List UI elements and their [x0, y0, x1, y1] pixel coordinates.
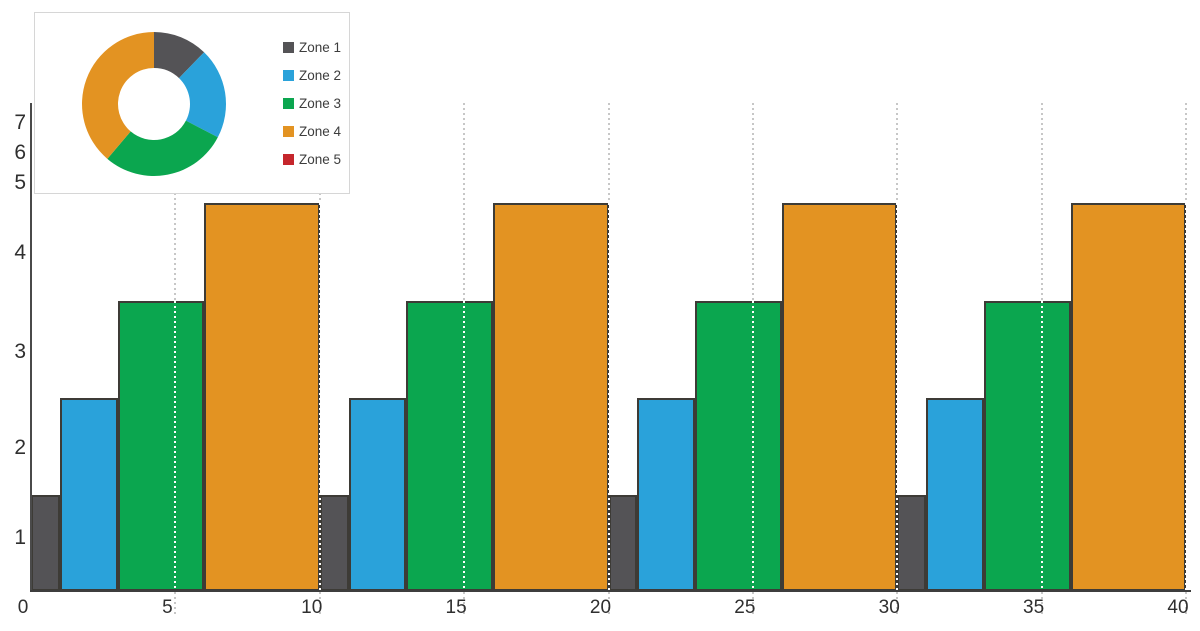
grid-line-below-axis — [174, 592, 177, 616]
grid-line-over-bar — [1040, 301, 1043, 591]
grid-line — [463, 103, 466, 301]
y-tick-label: 3 — [14, 340, 26, 363]
x-tick-label: 15 — [445, 597, 467, 618]
x-tick-label: 40 — [1167, 597, 1189, 618]
grid-line-below-axis — [751, 592, 754, 616]
donut-slice-zone-3 — [107, 120, 218, 176]
y-tick-label: 6 — [14, 141, 26, 164]
bar-zone-2 — [59, 398, 118, 591]
legend-item: Zone 1 — [283, 33, 341, 61]
legend-swatch-zone-4 — [283, 125, 294, 137]
grid-line-below-axis — [896, 592, 899, 616]
bar-zone-1 — [31, 495, 60, 591]
donut-slice-zone-1 — [154, 32, 205, 79]
bar-zone-1 — [608, 495, 638, 591]
grid-line — [1185, 103, 1187, 203]
x-tick-label: 0 — [17, 597, 29, 618]
y-tick-label: 1 — [14, 526, 26, 549]
bar-zone-1 — [319, 495, 349, 591]
grid-line — [751, 103, 754, 301]
y-tick-label: 5 — [14, 171, 26, 194]
legend-item: Zone 2 — [283, 61, 341, 89]
bar-zone-2 — [926, 398, 984, 591]
legend-label: Zone 2 — [299, 67, 342, 83]
x-tick-label: 30 — [878, 597, 900, 618]
grid-line-over-bar — [318, 203, 321, 591]
grid-line-below-axis — [607, 592, 610, 616]
grid-line-over-bar — [896, 203, 899, 591]
bar-zone-1 — [897, 495, 927, 591]
y-tick-label: 7 — [14, 111, 26, 134]
legend-label: Zone 1 — [299, 39, 342, 55]
legend-label: Zone 4 — [299, 123, 342, 139]
legend-swatch-zone-3 — [283, 97, 294, 109]
bar-zone-4 — [1070, 203, 1186, 591]
x-tick-label: 20 — [589, 597, 612, 618]
legend-item: Zone 5 — [283, 145, 341, 173]
legend: Zone 1 Zone 2 Zone 3 Zone 4 Zone 5 — [283, 33, 341, 173]
x-axis-line — [30, 590, 1191, 592]
legend-item: Zone 4 — [283, 117, 341, 145]
x-tick-label: 25 — [734, 597, 756, 618]
grid-line-below-axis — [1040, 592, 1043, 616]
grid-line-over-bar — [607, 203, 610, 591]
y-tick-label: 4 — [14, 241, 26, 264]
grid-line-below-axis — [463, 592, 466, 616]
legend-swatch-zone-1 — [283, 41, 294, 53]
bar-zone-3 — [983, 301, 1071, 591]
grid-line-over-bar — [174, 301, 177, 591]
bar-zone-4 — [781, 203, 898, 591]
grid-line — [607, 103, 610, 203]
legend-label: Zone 5 — [299, 151, 342, 167]
donut-slice-zone-4 — [82, 32, 154, 159]
grid-line-below-axis — [1185, 592, 1187, 616]
grid-line — [1040, 103, 1043, 301]
x-tick-label: 35 — [1023, 597, 1045, 618]
grid-line — [896, 103, 899, 203]
grid-line-below-axis — [318, 592, 321, 616]
bar-zone-3 — [406, 301, 493, 591]
grid-line-over-bar — [751, 301, 754, 591]
bar-zone-3 — [695, 301, 782, 591]
legend-swatch-zone-5 — [283, 153, 294, 165]
grid-line-over-bar — [463, 301, 466, 591]
legend-inset-box: Zone 1 Zone 2 Zone 3 Zone 4 Zone 5 — [34, 12, 350, 194]
bar-zone-2 — [348, 398, 407, 591]
y-axis-line — [30, 103, 32, 591]
bar-zone-3 — [117, 301, 205, 591]
y-tick-label: 2 — [14, 436, 26, 459]
legend-label: Zone 3 — [299, 95, 342, 111]
x-tick-label: 5 — [162, 597, 173, 618]
grid-line — [174, 103, 177, 301]
legend-swatch-zone-2 — [283, 69, 294, 81]
grid-line-over-bar — [1185, 203, 1187, 591]
bar-zone-2 — [637, 398, 696, 591]
x-tick-label: 10 — [301, 597, 323, 618]
bar-zone-4 — [204, 203, 320, 591]
bar-zone-4 — [493, 203, 609, 591]
donut-slice-zone-2 — [179, 52, 227, 138]
legend-item: Zone 3 — [283, 89, 341, 117]
donut-chart — [82, 32, 227, 176]
